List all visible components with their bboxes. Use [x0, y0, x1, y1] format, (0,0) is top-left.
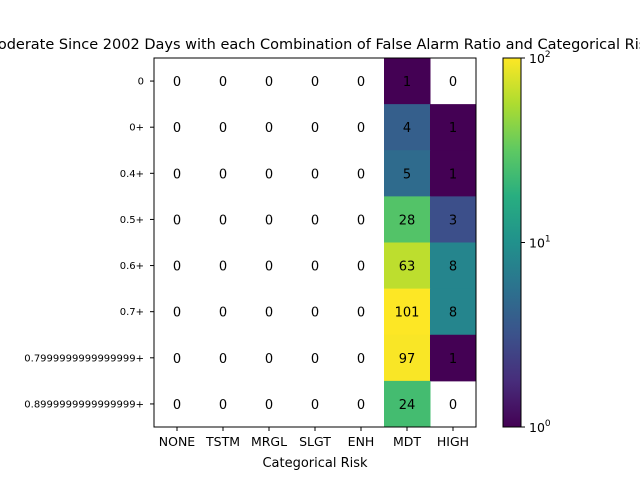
- x-tick-label: HIGH: [437, 434, 469, 449]
- heatmap-cell: [430, 334, 477, 382]
- cell-value-label: 0: [357, 352, 365, 367]
- heatmap-cell: [384, 196, 431, 243]
- cell-value-label: 0: [311, 121, 319, 136]
- cell-value-label: 0: [357, 167, 365, 182]
- cell-value-label: 0: [357, 75, 365, 90]
- cell-value-label: 0: [219, 260, 227, 275]
- heatmap-cell: [430, 196, 477, 243]
- x-tick-label: ENH: [348, 434, 375, 449]
- y-tick-label: 0: [138, 77, 144, 88]
- colorbar-tick-label: 101: [529, 235, 551, 251]
- y-tick-label: 0.6+: [120, 261, 144, 272]
- heatmap-cells: [384, 58, 477, 428]
- heatmap-cell: [384, 58, 431, 105]
- cell-value-label: 0: [265, 167, 273, 182]
- colorbar-tick-label: 102: [529, 50, 551, 66]
- cell-value-label: 1: [403, 75, 411, 90]
- cell-value-label: 0: [219, 213, 227, 228]
- heatmap-cell: [384, 150, 431, 197]
- cell-value-label: 0: [449, 398, 457, 413]
- heatmap-cell: [384, 380, 431, 428]
- cell-value-label: 0: [219, 398, 227, 413]
- cell-value-label: 0: [311, 306, 319, 321]
- cell-value-label: 0: [265, 352, 273, 367]
- x-axis-ticks: NONE TSTM MRGL SLGT ENH MDT HIGH: [159, 427, 469, 449]
- cell-value-label: 0: [311, 352, 319, 367]
- colorbar-tick-label: 100: [529, 419, 551, 435]
- cell-value-label: 0: [265, 213, 273, 228]
- x-tick-label: TSTM: [205, 434, 240, 449]
- y-tick-label: 0.8999999999999999+: [24, 399, 144, 410]
- x-tick-label: MDT: [393, 434, 421, 449]
- cell-value-label: 1: [449, 352, 457, 367]
- cell-value-label: 0: [219, 167, 227, 182]
- x-tick-label: NONE: [159, 434, 196, 449]
- cell-value-label: 0: [173, 398, 181, 413]
- cell-value-label: 0: [265, 260, 273, 275]
- cell-value-label: 0: [173, 260, 181, 275]
- y-tick-label: 0.7999999999999999+: [24, 353, 144, 364]
- heatmap-cell: [430, 288, 477, 336]
- cell-value-label: 97: [399, 352, 416, 367]
- cell-value-label: 0: [311, 260, 319, 275]
- heatmap-cell: [430, 242, 477, 290]
- cell-value-label: 63: [399, 260, 416, 275]
- cell-value-label: 0: [311, 167, 319, 182]
- y-tick-label: 0+: [129, 123, 144, 134]
- x-tick-label: MRGL: [251, 434, 287, 449]
- cell-value-label: 101: [395, 306, 420, 321]
- y-tick-label: 0.5+: [120, 215, 144, 226]
- cell-value-label: 0: [357, 306, 365, 321]
- cell-value-label: 0: [265, 121, 273, 136]
- colorbar-gradient: [503, 58, 521, 427]
- y-tick-label: 0.4+: [120, 169, 144, 180]
- y-tick-label: 0.7+: [120, 307, 144, 318]
- heatmap-cell: [384, 242, 431, 290]
- cell-value-label: 24: [399, 398, 416, 413]
- cell-value-label: 0: [219, 121, 227, 136]
- cell-value-label: 4: [403, 121, 411, 136]
- cell-value-label: 0: [357, 121, 365, 136]
- cell-value-label: 8: [449, 260, 457, 275]
- cell-value-label: 0: [173, 121, 181, 136]
- x-tick-label: SLGT: [299, 434, 331, 449]
- heatmap-cell: [384, 104, 431, 151]
- chart-title: Moderate Since 2002 Days with each Combi…: [0, 37, 640, 53]
- heatmap-cell: [430, 150, 477, 197]
- heatmap-cell: [384, 288, 431, 336]
- cell-value-label: 3: [449, 213, 457, 228]
- heatmap-cell: [384, 334, 431, 382]
- cell-value-label: 0: [357, 213, 365, 228]
- cell-value-label: 28: [399, 213, 416, 228]
- cell-value-label: 0: [173, 352, 181, 367]
- cell-value-label: 0: [265, 398, 273, 413]
- cell-value-label: 0: [311, 213, 319, 228]
- x-axis-label: Categorical Risk: [262, 456, 368, 471]
- y-axis-ticks: 0 0+ 0.4+ 0.5+ 0.6+ 0.7+ 0.7999999999999999+ 0.…: [24, 77, 154, 410]
- cell-value-label: 0: [219, 75, 227, 90]
- cell-value-label: 1: [449, 167, 457, 182]
- cell-value-labels: 0 0 0 0 0 1 00 0 0 0 0 4 10 0 0 0 0 5 10 0 0 0 0 28 30 0 0 0 0 63 80 0 0…: [173, 75, 457, 413]
- colorbar-ticks: 100 101 102: [521, 50, 551, 435]
- heatmap-cell: [430, 104, 477, 151]
- cell-value-label: 0: [265, 306, 273, 321]
- cell-value-label: 0: [311, 398, 319, 413]
- cell-value-label: 0: [449, 75, 457, 90]
- cell-value-label: 8: [449, 306, 457, 321]
- cell-value-label: 0: [311, 75, 319, 90]
- cell-value-label: 0: [173, 167, 181, 182]
- cell-value-label: 0: [357, 398, 365, 413]
- cell-value-label: 0: [219, 352, 227, 367]
- cell-value-label: 0: [173, 75, 181, 90]
- cell-value-label: 1: [449, 121, 457, 136]
- cell-value-label: 0: [265, 75, 273, 90]
- cell-value-label: 0: [219, 306, 227, 321]
- cell-value-label: 5: [403, 167, 411, 182]
- cell-value-label: 0: [173, 306, 181, 321]
- cell-value-label: 0: [357, 260, 365, 275]
- colorbar: 100 101 102: [502, 50, 551, 435]
- cell-value-label: 0: [173, 213, 181, 228]
